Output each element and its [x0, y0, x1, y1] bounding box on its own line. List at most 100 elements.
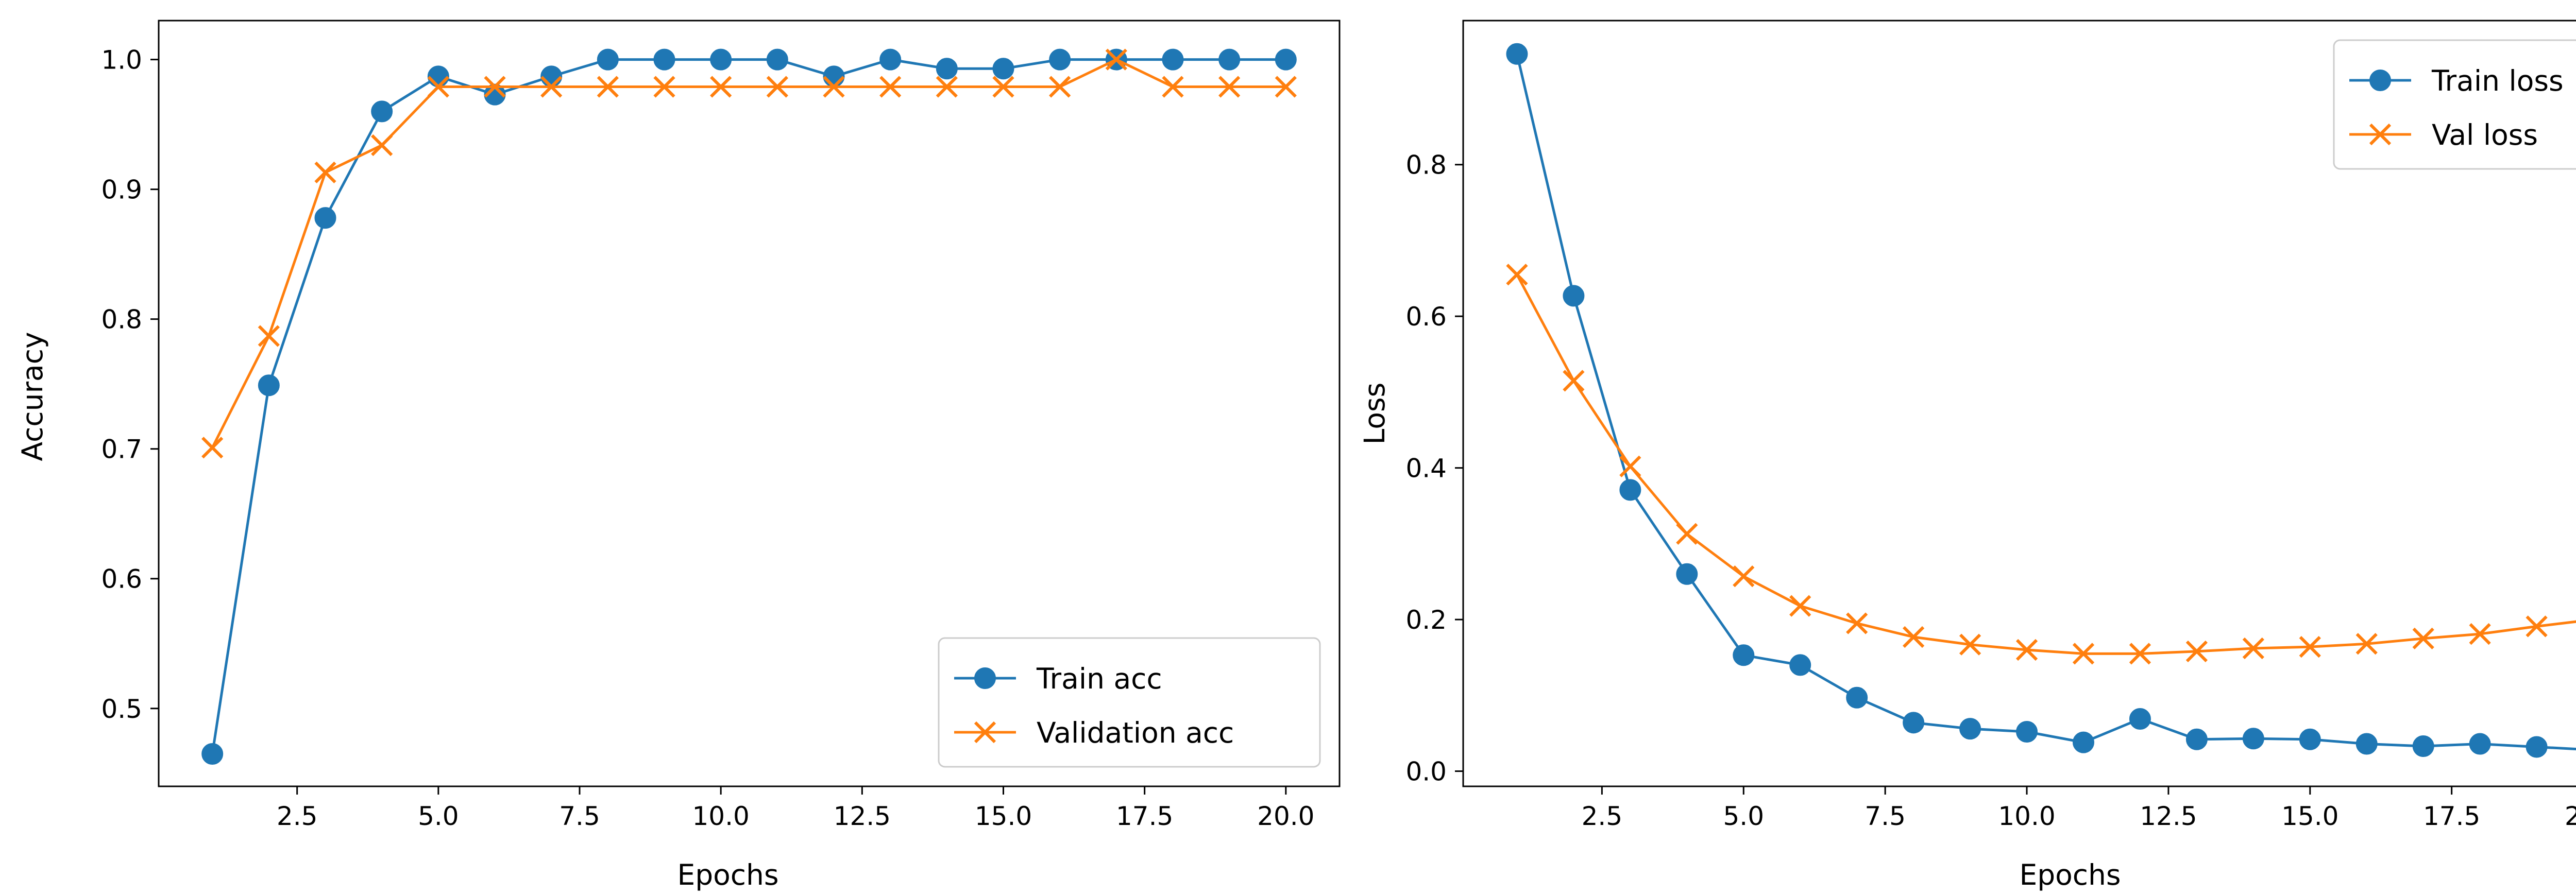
accuracy-validation-point — [766, 76, 788, 98]
loss-train-point — [1676, 563, 1698, 585]
accuracy-train-point — [823, 65, 845, 88]
accuracy-validation-point — [371, 134, 393, 157]
accuracy-train-point — [766, 48, 788, 71]
loss-train-point — [1846, 686, 1868, 709]
accuracy-x-tick-label: 15.0 — [975, 801, 1032, 831]
loss-y-tick-label: 0.8 — [1405, 150, 1447, 180]
loss-validation-point — [1676, 523, 1698, 545]
loss-validation-point — [2015, 639, 2038, 661]
accuracy-axes-frame — [158, 20, 1341, 787]
accuracy-train-point — [653, 48, 675, 71]
loss-validation-point — [1563, 370, 1585, 392]
accuracy-x-tick-label: 7.5 — [559, 801, 600, 831]
loss-legend-marker-train — [2369, 70, 2391, 91]
loss-x-tick-label: 2.5 — [1582, 801, 1623, 831]
loss-validation-point — [1959, 633, 1981, 656]
loss-y-tick-label: 0.2 — [1405, 605, 1447, 635]
accuracy-chart: Epochs Accuracy 2.5 5.0 7.5 10.0 12.5 15.0 17.… — [16, 20, 1341, 891]
loss-validation-point — [2185, 640, 2208, 663]
accuracy-y-tick-label: 0.7 — [101, 435, 142, 464]
loss-legend-marker-validation — [2369, 123, 2392, 146]
accuracy-legend-label-train: Train acc — [1036, 662, 1162, 695]
loss-train-point — [2072, 731, 2094, 753]
accuracy-y-axis-label: Accuracy — [16, 332, 49, 461]
loss-x-tick-label: 17.5 — [2423, 801, 2480, 831]
accuracy-x-tick-label: 20.0 — [1257, 801, 1314, 831]
accuracy-validation-point — [823, 76, 845, 98]
loss-train-point — [2299, 728, 2321, 750]
accuracy-train-point — [710, 48, 732, 71]
loss-axes-frame — [1462, 20, 2576, 787]
loss-train-point — [1903, 712, 1925, 734]
accuracy-validation-point — [597, 76, 619, 98]
accuracy-train-point — [258, 374, 280, 397]
accuracy-train-point — [1049, 48, 1071, 71]
accuracy-legend: Train acc Validation acc — [938, 637, 1321, 768]
loss-y-tick-label: 0.0 — [1405, 757, 1447, 787]
accuracy-validation-point — [1049, 76, 1071, 98]
loss-validation-point — [2469, 623, 2491, 645]
loss-legend-label-validation: Val loss — [2432, 118, 2538, 151]
loss-legend: Train loss Val loss — [2333, 39, 2576, 170]
accuracy-train-point — [484, 83, 506, 106]
accuracy-validation-point — [1218, 76, 1241, 98]
loss-validation-point — [1846, 612, 1868, 634]
loss-validation-point — [1902, 626, 1925, 648]
accuracy-legend-marker-train — [974, 667, 996, 689]
loss-train-point — [2412, 735, 2434, 757]
accuracy-validation-point — [314, 161, 336, 184]
loss-legend-label-train: Train loss — [2431, 64, 2564, 97]
loss-validation-point — [2299, 635, 2321, 658]
loss-validation-point — [2355, 633, 2378, 655]
loss-legend-box — [2333, 39, 2576, 170]
accuracy-y-tick-label: 1.0 — [101, 45, 142, 75]
loss-x-tick-label: 5.0 — [1723, 801, 1764, 831]
accuracy-validation-point — [540, 76, 563, 98]
accuracy-validation-point — [1162, 76, 1184, 98]
loss-x-tick-label: 12.5 — [2140, 801, 2197, 831]
loss-train-point — [2242, 728, 2264, 750]
loss-train-point — [2129, 708, 2151, 730]
accuracy-train-point — [936, 58, 958, 80]
loss-validation-point — [1506, 264, 1528, 286]
loss-train-point — [2355, 733, 2378, 755]
accuracy-x-tick-label: 5.0 — [418, 801, 459, 831]
accuracy-train-point — [1162, 48, 1184, 71]
loss-train-point — [2185, 728, 2208, 750]
accuracy-validation-point — [484, 76, 506, 98]
loss-y-tick-label: 0.6 — [1405, 302, 1447, 332]
loss-validation-point — [1789, 595, 1811, 617]
accuracy-legend-box — [938, 637, 1321, 768]
loss-validation-point — [1733, 565, 1755, 588]
accuracy-x-axis-label: Epochs — [677, 858, 778, 891]
accuracy-train-point — [992, 58, 1014, 80]
loss-train-point — [1619, 479, 1641, 501]
loss-validation-point — [2129, 643, 2151, 665]
loss-train-point — [1959, 718, 1981, 740]
loss-train-point — [1789, 654, 1811, 676]
loss-chart: Epochs Loss 2.5 5.0 7.5 10.0 12.5 15.0 17.5 2 0.… — [1358, 20, 2576, 891]
loss-x-tick-label: 7.5 — [1865, 801, 1906, 831]
accuracy-train-point — [879, 48, 902, 71]
accuracy-validation-point — [258, 325, 280, 347]
accuracy-validation-point — [992, 76, 1014, 98]
loss-train-point — [2526, 736, 2548, 758]
loss-train-point — [2016, 720, 2038, 743]
accuracy-validation-point — [879, 76, 902, 98]
loss-train-point — [1506, 43, 1528, 65]
loss-train-point — [1563, 285, 1585, 307]
loss-validation-point — [2242, 637, 2264, 660]
loss-y-tick-label: 0.4 — [1405, 454, 1447, 484]
accuracy-y-tick-label: 0.9 — [101, 175, 142, 205]
loss-series-line-validation — [1516, 274, 2576, 655]
accuracy-y-tick-label: 0.8 — [101, 305, 142, 335]
loss-x-axis-label: Epochs — [2019, 858, 2121, 891]
accuracy-x-tick-label: 17.5 — [1116, 801, 1173, 831]
accuracy-train-point — [371, 100, 393, 123]
loss-validation-point — [1619, 455, 1641, 477]
loss-train-point — [1733, 644, 1755, 666]
accuracy-train-point — [427, 65, 449, 88]
loss-validation-point — [2526, 615, 2548, 638]
accuracy-validation-point — [1275, 76, 1297, 98]
loss-y-axis-label: Loss — [1358, 383, 1391, 445]
